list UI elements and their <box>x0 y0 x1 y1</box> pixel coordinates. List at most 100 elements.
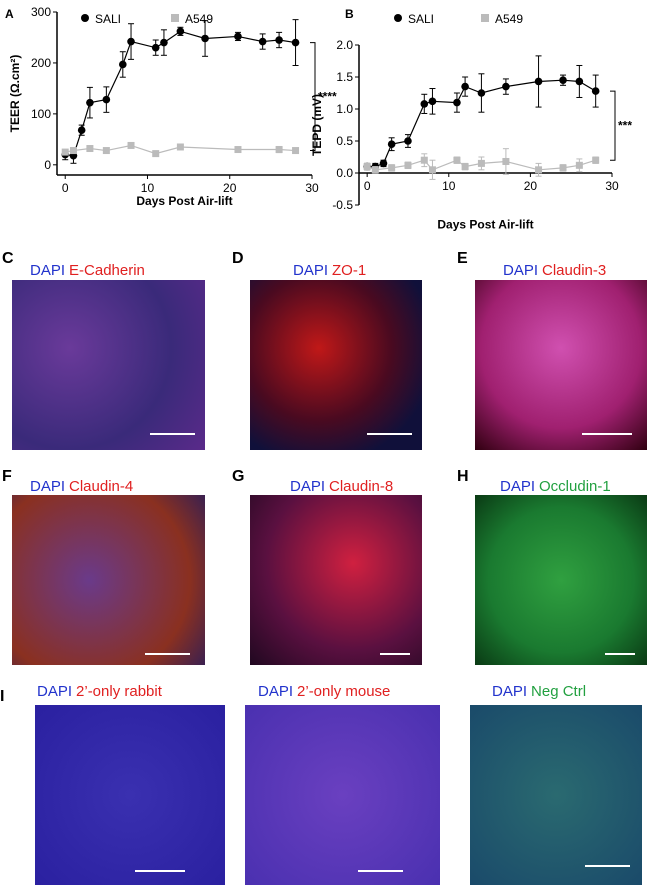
panel-letter: C <box>2 250 14 267</box>
micrograph <box>250 280 422 450</box>
marker-label: Claudin-3 <box>542 262 607 279</box>
micrograph <box>12 280 205 450</box>
micrograph <box>12 495 205 665</box>
point <box>428 97 437 106</box>
scale-bar <box>358 870 403 872</box>
point <box>453 156 461 164</box>
micrograph <box>475 280 647 450</box>
point <box>575 77 584 86</box>
point <box>420 156 428 164</box>
point <box>404 161 412 169</box>
y-tick-label: -0.5 <box>332 198 353 212</box>
point <box>477 159 485 167</box>
point <box>534 77 543 86</box>
point <box>234 146 242 154</box>
marker-label: Claudin-4 <box>69 478 134 495</box>
y-axis-label: TEER (Ω.cm²) <box>8 55 22 133</box>
point <box>234 32 242 41</box>
point <box>428 166 436 174</box>
caption: DAPI Claudin-4 <box>30 478 133 495</box>
point <box>559 76 567 84</box>
point <box>258 37 267 46</box>
scale-bar <box>585 865 630 867</box>
point <box>387 140 396 148</box>
point <box>292 147 300 155</box>
micrograph <box>475 495 647 665</box>
y-tick-label: 2.0 <box>336 38 353 52</box>
panel-letter: I <box>0 688 5 705</box>
stain-label: DAPI <box>290 478 326 495</box>
marker-label: Claudin-8 <box>329 478 394 495</box>
scale-bar <box>380 653 410 655</box>
y-axis-label: TEPD (mV) <box>310 94 324 156</box>
point <box>102 147 110 155</box>
x-axis-label: Days Post Air-lift <box>437 218 533 232</box>
annotation: *** <box>618 119 632 133</box>
x-tick-label: 10 <box>141 181 155 195</box>
stain-label: DAPI <box>492 683 528 700</box>
panel-letter: H <box>457 468 469 485</box>
panel-letter: A <box>5 7 14 21</box>
point <box>119 60 127 69</box>
y-tick-label: 1.0 <box>336 102 353 116</box>
point <box>575 161 583 169</box>
point <box>86 145 94 153</box>
legend-marker <box>171 14 179 22</box>
point <box>502 157 510 165</box>
point <box>275 36 283 44</box>
x-tick-label: 30 <box>305 181 319 195</box>
marker-label: Neg Ctrl <box>531 683 587 700</box>
caption: DAPI ZO-1 <box>293 262 366 279</box>
y-tick-label: 0 <box>44 158 51 172</box>
legend-marker <box>81 14 89 22</box>
series-line <box>65 144 296 155</box>
scale-bar <box>150 433 195 435</box>
x-tick-label: 20 <box>223 181 237 195</box>
point <box>591 87 600 95</box>
legend-label: SALI <box>95 12 121 26</box>
x-tick-label: 30 <box>605 179 619 193</box>
caption: DAPI Claudin-8 <box>290 478 393 495</box>
micrograph <box>245 705 440 885</box>
scale-bar <box>135 870 185 872</box>
y-tick-label: 100 <box>31 107 51 121</box>
point <box>201 34 209 43</box>
caption: DAPI Occludin-1 <box>500 478 611 495</box>
point <box>535 166 543 174</box>
significance-bracket <box>310 42 316 152</box>
x-tick-label: 0 <box>364 179 371 193</box>
point <box>102 95 111 104</box>
x-tick-label: 10 <box>442 179 456 193</box>
point <box>127 141 135 149</box>
point <box>477 89 486 97</box>
point <box>176 143 184 151</box>
stain-label: DAPI <box>293 262 329 279</box>
point <box>160 38 168 47</box>
x-axis-label: Days Post Air-lift <box>136 194 232 208</box>
caption: DAPI Claudin-3 <box>503 262 606 279</box>
scale-bar <box>367 433 412 435</box>
marker-label: ZO-1 <box>332 262 367 279</box>
caption: DAPI 2’-only rabbit <box>37 683 162 700</box>
point <box>461 163 469 171</box>
point <box>86 98 94 107</box>
significance-bracket <box>610 90 616 161</box>
scale-bar <box>582 433 632 435</box>
point <box>61 148 69 156</box>
x-tick-label: 0 <box>62 181 69 195</box>
micrograph <box>35 705 225 885</box>
panel-letter: G <box>232 468 245 485</box>
point <box>152 150 160 158</box>
marker-label: E-Cadherin <box>69 262 145 279</box>
point <box>453 98 461 107</box>
scale-bar <box>605 653 635 655</box>
point <box>363 163 371 171</box>
point <box>379 159 388 168</box>
micrograph <box>470 705 642 885</box>
legend-label: A549 <box>185 12 213 26</box>
marker-label: Occludin-1 <box>539 478 611 495</box>
point <box>151 43 160 52</box>
caption: DAPI Neg Ctrl <box>492 683 586 700</box>
legend-label: SALI <box>408 12 434 26</box>
point <box>127 37 135 46</box>
